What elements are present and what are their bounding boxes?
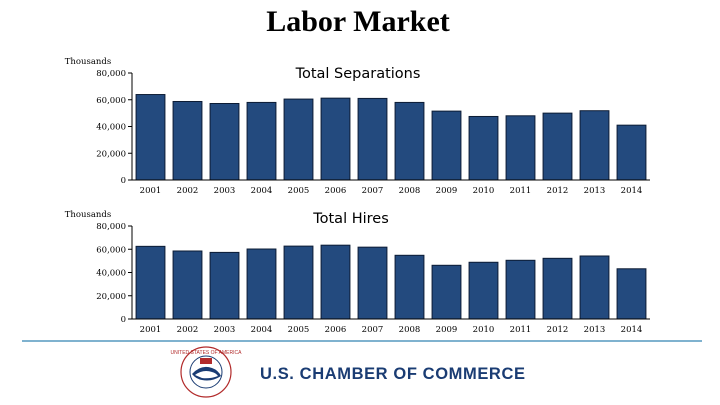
bar: [394, 254, 425, 320]
x-tick-label: 2009: [436, 325, 458, 335]
x-tick-label: 2008: [399, 325, 421, 335]
chamber-logo: UNITED STATES OF AMERICA U.S. CHAMBER OF…: [171, 346, 526, 398]
bar: [283, 245, 314, 320]
bar: [505, 259, 536, 320]
bar: [431, 110, 462, 181]
x-tick-label: 2002: [177, 186, 199, 196]
bar: [431, 264, 462, 320]
x-tick-label: 2011: [510, 186, 532, 196]
slide-title: Labor Market: [266, 5, 450, 38]
chart-title: Total Hires: [312, 211, 389, 227]
bar: [579, 255, 610, 320]
bar: [172, 100, 203, 181]
y-unit-label: Thousands: [65, 210, 111, 220]
x-tick-label: 2007: [362, 325, 384, 335]
x-tick-label: 2009: [436, 186, 458, 196]
x-tick-label: 2003: [214, 186, 236, 196]
bar: [283, 98, 314, 181]
bar: [468, 115, 499, 181]
y-tick-label: 0: [121, 315, 126, 325]
x-tick-label: 2007: [362, 186, 384, 196]
x-tick-label: 2001: [140, 186, 162, 196]
bar: [320, 244, 351, 320]
x-tick-label: 2008: [399, 186, 421, 196]
bar: [616, 124, 647, 181]
x-tick-label: 2006: [325, 325, 347, 335]
x-tick-label: 2006: [325, 186, 347, 196]
bar: [209, 102, 240, 181]
x-tick-label: 2010: [473, 325, 495, 335]
bar: [394, 101, 425, 181]
bar: [135, 94, 166, 181]
bar: [246, 101, 277, 181]
x-tick-label: 2012: [547, 325, 569, 335]
bar: [246, 248, 277, 320]
footer-divider: [22, 340, 702, 342]
x-tick-label: 2004: [251, 325, 273, 335]
bar: [135, 245, 166, 320]
x-tick-label: 2014: [621, 325, 643, 335]
bar: [357, 246, 388, 320]
bar: [320, 97, 351, 181]
x-tick-label: 2010: [473, 186, 495, 196]
bar: [542, 112, 573, 181]
chart-title: Total Separations: [295, 66, 421, 82]
x-tick-label: 2005: [288, 186, 310, 196]
bar: [542, 257, 573, 320]
x-tick-label: 2002: [177, 325, 199, 335]
x-tick-label: 2012: [547, 186, 569, 196]
y-tick-label: 80,000: [96, 222, 126, 232]
x-tick-label: 2004: [251, 186, 273, 196]
y-tick-label: 20,000: [96, 149, 126, 159]
bar: [172, 250, 203, 320]
y-tick-label: 80,000: [96, 69, 126, 79]
seal-text: UNITED STATES OF AMERICA: [171, 350, 243, 356]
separations-chart: Thousands Total Separations 0 20,000 40,000 6…: [65, 57, 650, 196]
x-tick-label: 2001: [140, 325, 162, 335]
bar: [468, 261, 499, 320]
y-tick-label: 20,000: [96, 292, 126, 302]
bar: [209, 251, 240, 320]
x-tick-label: 2011: [510, 325, 532, 335]
bar: [616, 268, 647, 320]
y-unit-label: Thousands: [65, 57, 111, 67]
chamber-name: U.S. CHAMBER OF COMMERCE: [260, 365, 526, 383]
y-tick-label: 0: [121, 176, 126, 186]
x-tick-label: 2005: [288, 325, 310, 335]
y-tick-label: 60,000: [96, 96, 126, 106]
bar: [357, 97, 388, 181]
chamber-seal-icon: UNITED STATES OF AMERICA: [171, 346, 243, 398]
y-tick-label: 60,000: [96, 245, 126, 255]
x-tick-label: 2013: [584, 186, 606, 196]
x-tick-label: 2003: [214, 325, 236, 335]
x-tick-label: 2013: [584, 325, 606, 335]
bar: [505, 115, 536, 181]
hires-chart: Thousands Total Hires 0 20,000 40,000 60,000 8…: [65, 210, 650, 335]
y-tick-label: 40,000: [96, 269, 126, 279]
y-tick-label: 40,000: [96, 123, 126, 133]
bar: [579, 110, 610, 181]
x-tick-label: 2014: [621, 186, 643, 196]
